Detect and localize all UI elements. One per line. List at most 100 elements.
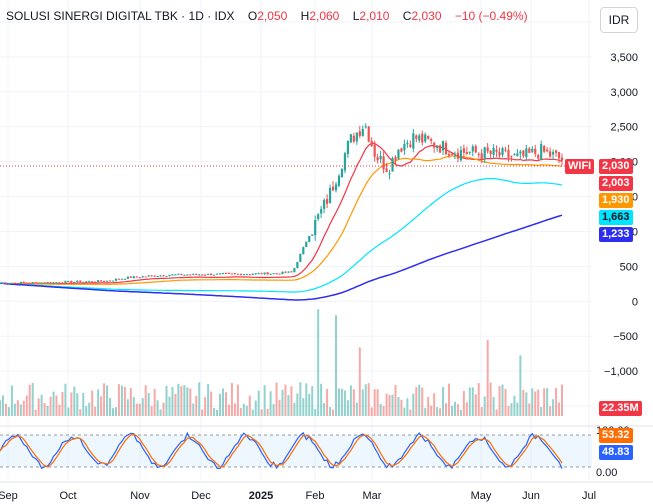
- candle-body: [221, 273, 225, 275]
- candle-body: [522, 150, 525, 157]
- volume-bar: [537, 389, 540, 416]
- symbol-header: SOLUSI SINERGI DIGITAL TBK · 1D · IDX O2…: [6, 9, 528, 23]
- candle-body: [334, 184, 338, 191]
- candle-body: [492, 148, 495, 155]
- time-tick-label: Mar: [363, 490, 382, 502]
- candle-body: [543, 146, 546, 152]
- candle-body: [85, 281, 88, 283]
- candle-body: [418, 135, 421, 141]
- candle-body: [76, 280, 79, 283]
- candle-body: [186, 274, 189, 276]
- candle-body: [260, 273, 263, 275]
- volume-bar: [61, 391, 64, 416]
- candle-body: [287, 271, 290, 273]
- candle-body: [251, 273, 254, 275]
- volume-bar: [162, 402, 165, 416]
- volume-bar: [549, 406, 552, 416]
- candle-body: [412, 133, 415, 149]
- volume-bar: [129, 387, 132, 416]
- ma2-price-label: 1,930: [599, 193, 633, 208]
- volume-bar: [439, 408, 442, 416]
- candle-body: [516, 153, 519, 157]
- candle-body: [385, 168, 388, 173]
- candle-body: [147, 275, 150, 277]
- volume-bar: [486, 339, 489, 416]
- candle-body: [560, 157, 564, 161]
- osc-band: [0, 435, 592, 467]
- interval[interactable]: 1D: [188, 9, 204, 23]
- candle-body: [415, 135, 418, 139]
- candle-body: [192, 273, 195, 275]
- volume-bar: [403, 407, 406, 416]
- candle-body: [290, 271, 293, 273]
- time-tick-label: Jun: [522, 490, 540, 502]
- candle-body: [171, 274, 174, 276]
- candle-body: [397, 149, 400, 159]
- candle-body: [141, 276, 144, 278]
- volume-bar: [165, 385, 168, 416]
- candle-body: [551, 152, 555, 155]
- volume-bar: [111, 408, 114, 416]
- candle-body: [49, 282, 52, 284]
- candle-body: [328, 187, 332, 204]
- volume-bar: [519, 355, 522, 416]
- volume-bar: [22, 400, 25, 416]
- osc-d-label: 48.83: [599, 445, 633, 460]
- time-tick-label: Nov: [130, 490, 150, 502]
- candle-body: [507, 150, 510, 158]
- volume-bar: [373, 389, 376, 416]
- volume-bar: [189, 388, 192, 416]
- price-tick-label: 0: [632, 296, 638, 308]
- volume-bar: [239, 408, 242, 416]
- change-value: −10 (−0.49%): [454, 9, 528, 23]
- candle-body: [43, 282, 46, 284]
- volume-bar: [85, 406, 88, 416]
- candle-body: [284, 271, 287, 273]
- candle-body: [117, 278, 121, 280]
- volume-bar: [355, 402, 358, 416]
- volume-bar: [448, 383, 451, 416]
- candle-body: [480, 153, 483, 160]
- candle-body: [537, 155, 540, 159]
- candle-body: [120, 278, 124, 280]
- candle-body: [28, 283, 31, 285]
- candle-body: [227, 272, 231, 274]
- ma3-price-label: 1,663: [599, 210, 633, 225]
- volume-bar: [421, 387, 424, 416]
- candle-body: [46, 282, 49, 284]
- volume-bar: [534, 391, 537, 416]
- volume-bar: [70, 392, 73, 416]
- candle-body: [19, 282, 22, 284]
- candle-body: [183, 274, 186, 276]
- volume-bar: [314, 409, 317, 416]
- volume-bar: [507, 405, 510, 416]
- osc-k-label: 53.32: [599, 428, 633, 443]
- volume-bar: [337, 388, 340, 416]
- candle-body: [421, 133, 424, 143]
- candle-body: [400, 148, 403, 152]
- candle-body: [114, 278, 118, 281]
- candle-body: [486, 147, 489, 152]
- volume-bar: [186, 387, 189, 416]
- symbol-name[interactable]: SOLUSI SINERGI DIGITAL TBK: [6, 9, 178, 23]
- volume-bar: [406, 398, 409, 416]
- volume-bar: [370, 407, 373, 416]
- volume-bar: [284, 384, 287, 416]
- volume-bar: [195, 395, 198, 416]
- volume-bar: [385, 393, 388, 416]
- candle-body: [257, 273, 260, 275]
- volume-bar: [73, 386, 76, 416]
- volume-bar: [492, 397, 495, 416]
- currency-button[interactable]: IDR: [600, 7, 638, 33]
- candle-body: [314, 220, 317, 236]
- time-tick-label: Sep: [0, 490, 18, 502]
- volume-bar: [58, 404, 61, 416]
- volume-bar: [462, 390, 465, 416]
- candle-body: [436, 147, 439, 149]
- candle-body: [25, 282, 28, 284]
- volume-bar: [394, 385, 397, 416]
- candle-body: [168, 274, 171, 277]
- volume-bar: [531, 388, 534, 416]
- candle-body: [1, 282, 5, 284]
